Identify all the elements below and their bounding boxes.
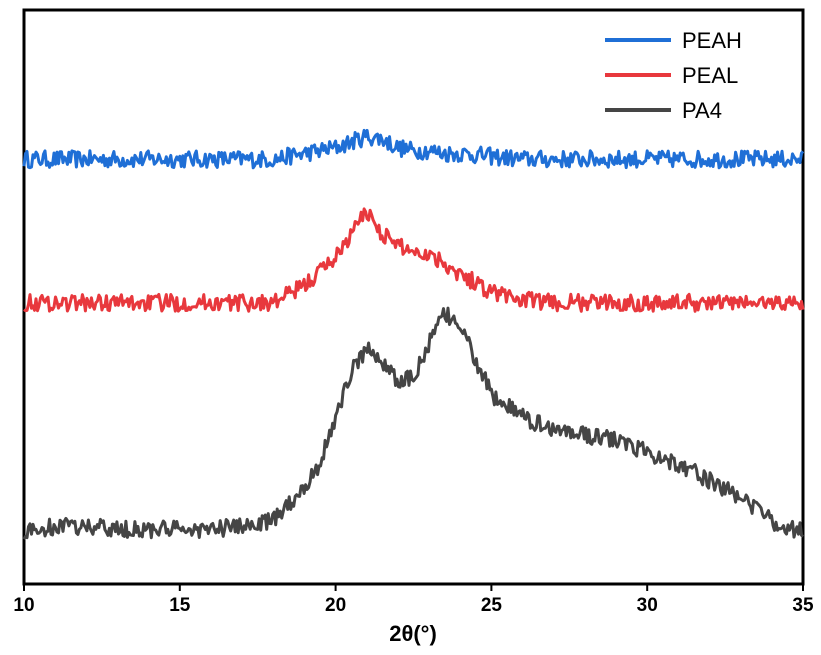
legend-label-peah: PEAH bbox=[682, 28, 742, 53]
legend-label-pa4: PA4 bbox=[682, 98, 722, 123]
series-line-peal bbox=[23, 207, 805, 313]
series-line-pa4 bbox=[22, 306, 804, 540]
x-axis-label: 2θ(°) bbox=[389, 621, 437, 646]
legend-label-peal: PEAL bbox=[682, 63, 738, 88]
x-tick-label: 10 bbox=[13, 595, 34, 616]
series-group bbox=[22, 128, 805, 540]
x-axis-ticks: 10 15 20 25 30 35 bbox=[13, 584, 814, 616]
x-tick-label: 20 bbox=[325, 595, 346, 616]
x-tick-label: 15 bbox=[169, 595, 191, 616]
x-tick-label: 30 bbox=[637, 595, 658, 616]
legend: PEAH PEAL PA4 bbox=[605, 28, 742, 123]
x-tick-label: 25 bbox=[481, 595, 503, 616]
series-line-peah bbox=[22, 128, 805, 170]
x-tick-label: 35 bbox=[792, 595, 814, 616]
plot-frame bbox=[22, 8, 805, 586]
